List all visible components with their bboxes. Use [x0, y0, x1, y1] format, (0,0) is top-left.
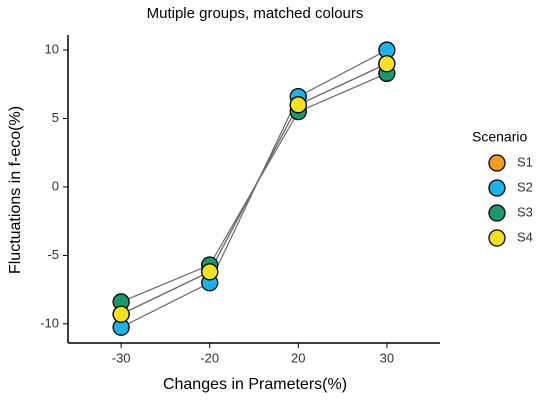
data-point: [289, 96, 307, 114]
x-tick-label: 30: [380, 350, 394, 365]
x-tick-label: -20: [200, 350, 219, 365]
chart-title: Mutiple groups, matched colours: [147, 5, 364, 22]
x-axis-label: Changes in Prameters(%): [163, 376, 347, 393]
x-tick-label: -30: [112, 350, 131, 365]
legend-marker: [488, 179, 506, 197]
y-tick-label: 10: [45, 41, 59, 56]
data-point: [378, 55, 396, 73]
y-tick-label: -10: [40, 315, 59, 330]
y-tick-label: -5: [47, 247, 59, 262]
legend-label: S3: [517, 204, 533, 219]
x-tick-label: 20: [291, 350, 305, 365]
series-line: [120, 63, 388, 315]
legend-title: Scenario: [472, 129, 527, 145]
series-line: [120, 49, 388, 328]
legend-label: S4: [517, 229, 533, 244]
y-tick-label: 0: [52, 178, 59, 193]
legend-marker: [488, 229, 506, 247]
y-tick-label: 5: [52, 110, 59, 125]
data-point: [201, 263, 219, 281]
legend-label: S2: [517, 179, 533, 194]
data-point: [112, 305, 130, 323]
legend-label: S1: [517, 154, 533, 169]
legend-marker: [488, 154, 506, 172]
y-axis-label: Fluctuations in f-eco(%): [7, 106, 24, 274]
legend-marker: [488, 204, 506, 222]
